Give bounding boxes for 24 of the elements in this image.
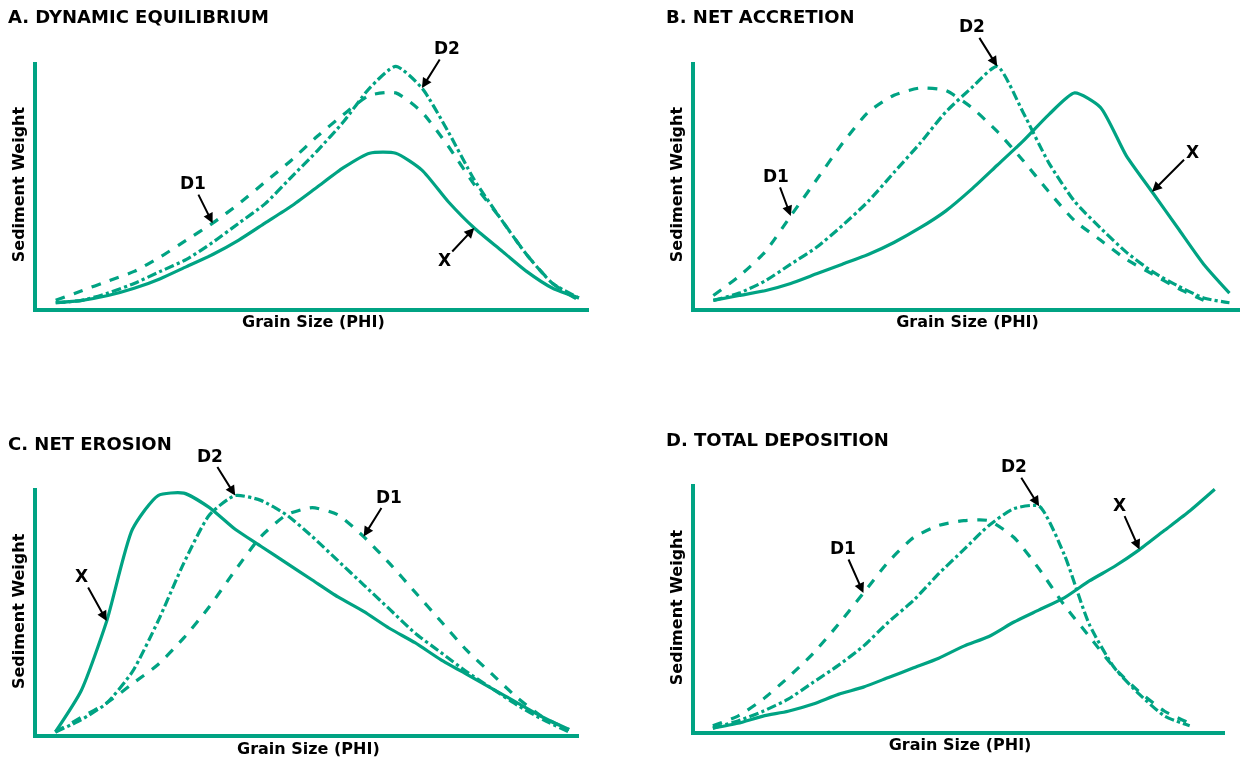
series-label: X [75, 566, 89, 586]
series-label: D2 [434, 38, 460, 58]
x-axis-title: Grain Size (PHI) [237, 738, 380, 758]
text: X [1113, 495, 1127, 515]
text: X [1186, 142, 1200, 162]
series-label: D1 [830, 538, 856, 558]
series-label: X [438, 250, 452, 270]
series-label: D1 [180, 173, 206, 193]
series-label: D2 [197, 446, 223, 466]
y-axis-title: Sediment Weight [8, 106, 28, 263]
y-axis-title: Sediment Weight [666, 106, 686, 263]
series-label: D2 [1001, 456, 1027, 476]
series-label: D1 [763, 166, 789, 186]
series-label: D2 [959, 16, 985, 36]
chart-title: C. NET EROSION [8, 433, 172, 454]
x-axis-title: Grain Size (PHI) [888, 734, 1032, 754]
x-axis-title: Grain Size (PHI) [242, 311, 385, 331]
series-label: D1 [376, 487, 402, 507]
chart-title: D. TOTAL DEPOSITION [666, 429, 889, 450]
chart-title: B. NET ACCRETION [666, 6, 855, 27]
y-axis-title: Sediment Weight [666, 529, 686, 686]
y-axis-title: Sediment Weight [8, 533, 28, 690]
chart-title: A. DYNAMIC EQUILIBRIUM [8, 6, 269, 27]
x-axis-title: Grain Size (PHI) [896, 311, 1039, 331]
